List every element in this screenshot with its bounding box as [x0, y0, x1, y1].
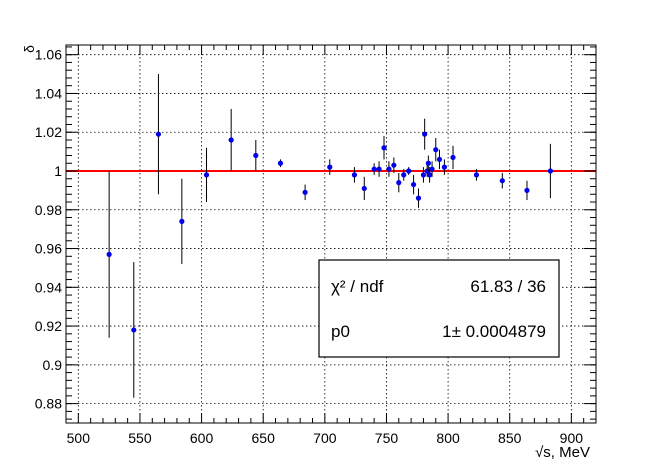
x-tick-label: 850 [498, 430, 522, 446]
chi2-label: χ² / ndf [331, 277, 384, 296]
x-axis-label: √s, MeV [535, 444, 590, 461]
y-tick-label: 1.06 [35, 47, 62, 63]
x-tick-label: 600 [190, 430, 214, 446]
data-point [228, 137, 234, 143]
data-point [277, 160, 284, 166]
y-tick-label: 0.92 [35, 318, 62, 334]
data-point [155, 131, 162, 137]
data-point [361, 185, 367, 192]
data-point [302, 189, 308, 195]
y-tick-label: 1.04 [35, 85, 62, 101]
data-point [425, 160, 431, 166]
x-tick-label: 800 [436, 430, 460, 446]
y-tick-label: 0.94 [35, 279, 62, 295]
data-point [429, 166, 435, 172]
y-tick-label: 0.88 [35, 396, 62, 412]
data-point [410, 181, 417, 188]
x-axis: 500 550 600 650 700 750 800 850 900 [65, 45, 597, 446]
plot-frame [65, 44, 597, 424]
data-point [427, 172, 433, 178]
data-point [524, 187, 530, 193]
data-point [450, 154, 456, 161]
data-point [376, 166, 382, 172]
stats-box-frame [318, 259, 560, 358]
p0-value: 1± 0.0004879 [442, 322, 546, 341]
x-tick-label: 650 [252, 430, 276, 446]
data-point [253, 152, 259, 159]
x-tick-label: 750 [375, 430, 399, 446]
data-point [547, 168, 553, 174]
x-tick-label: 900 [560, 430, 584, 446]
y-axis: 0.88 0.9 0.92 0.94 0.96 0.98 1 1.02 1.04 1.06 [35, 46, 596, 420]
data-point [473, 172, 480, 178]
p0-label: p0 [331, 322, 350, 341]
data-point [179, 218, 185, 224]
data-point [106, 251, 112, 257]
data-point [401, 172, 407, 178]
data-points [106, 74, 553, 398]
grid [66, 45, 596, 423]
y-tick-label: 0.98 [35, 202, 62, 218]
y-tick-label: 0.9 [43, 357, 63, 373]
x-tick-label: 500 [67, 430, 91, 446]
y-axis-label: δ [21, 45, 37, 53]
data-point [396, 180, 402, 186]
stats-box: χ² / ndf 61.83 / 36 p0 1± 0.0004879 [318, 259, 560, 358]
y-tick-label: 1.02 [35, 124, 62, 140]
data-point [422, 131, 428, 137]
data-point [391, 162, 397, 168]
data-point [433, 147, 439, 153]
data-point [499, 178, 505, 184]
y-tick-label: 1 [54, 163, 62, 179]
data-point [386, 166, 392, 172]
data-point [203, 172, 210, 178]
x-tick-label: 550 [128, 430, 152, 446]
data-point [327, 164, 333, 170]
chi2-value: 61.83 / 36 [470, 277, 546, 296]
data-point [131, 327, 137, 333]
data-point [381, 145, 387, 151]
data-point [441, 164, 447, 170]
data-point [415, 195, 422, 201]
x-tick-label: 700 [313, 430, 337, 446]
data-point [371, 166, 377, 172]
data-point [351, 172, 358, 178]
y-tick-label: 0.96 [35, 241, 62, 257]
data-point [436, 156, 443, 162]
data-point [420, 172, 427, 178]
data-point [406, 168, 412, 174]
